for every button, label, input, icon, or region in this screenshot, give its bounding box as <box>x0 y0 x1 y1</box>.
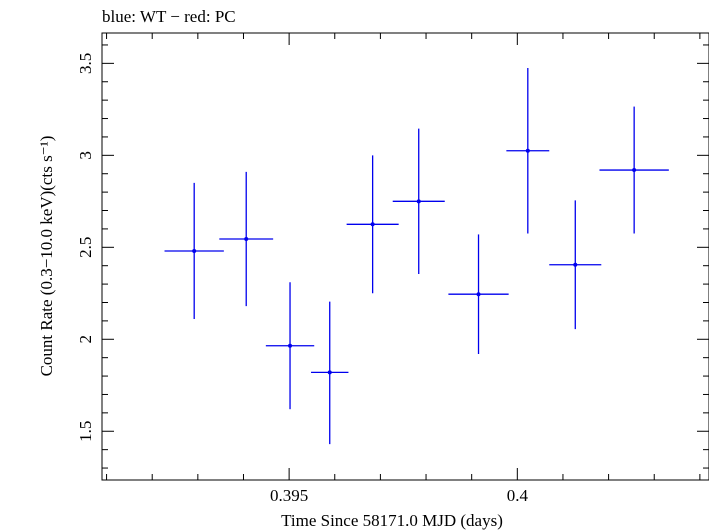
data-point <box>346 155 399 294</box>
x-tick-label: 0.4 <box>507 486 529 505</box>
data-point <box>549 200 602 330</box>
point-marker <box>416 199 421 204</box>
chart-title-text: blue: WT − red: PC <box>102 7 236 26</box>
data-point <box>448 234 509 354</box>
point-marker <box>525 148 530 153</box>
data-point <box>599 106 669 234</box>
point-marker <box>573 262 578 267</box>
point-marker <box>632 168 637 173</box>
y-tick-label: 2 <box>76 335 95 344</box>
y-tick-label: 3.5 <box>76 53 95 74</box>
data-point <box>265 282 315 410</box>
chart-title: blue: WT − red: PC <box>102 7 236 26</box>
point-marker <box>476 292 481 297</box>
y-tick-label: 1.5 <box>76 421 95 442</box>
point-marker <box>288 343 293 348</box>
point-marker <box>192 248 197 253</box>
data-point <box>219 171 274 307</box>
x-tick-label: 0.395 <box>270 486 308 505</box>
y-tick-label: 3 <box>76 151 95 160</box>
y-tick-label: 2.5 <box>76 237 95 258</box>
point-marker <box>244 237 249 242</box>
x-axis: 0.395 0.4 <box>106 33 701 505</box>
x-axis-label: Time Since 58171.0 MJD (days) <box>281 511 503 530</box>
point-marker <box>327 370 332 375</box>
y-axis: 1.5 2 2.5 3 3.5 <box>76 44 709 469</box>
data-point <box>392 128 445 274</box>
data-point <box>311 301 349 445</box>
data-series-wt <box>164 67 669 445</box>
data-point <box>164 182 224 320</box>
data-point <box>506 67 550 234</box>
plot-frame <box>101 32 709 481</box>
point-marker <box>370 222 375 227</box>
y-axis-label: Count Rate (0.3−10.0 keV)(cts s⁻¹) <box>37 136 56 377</box>
